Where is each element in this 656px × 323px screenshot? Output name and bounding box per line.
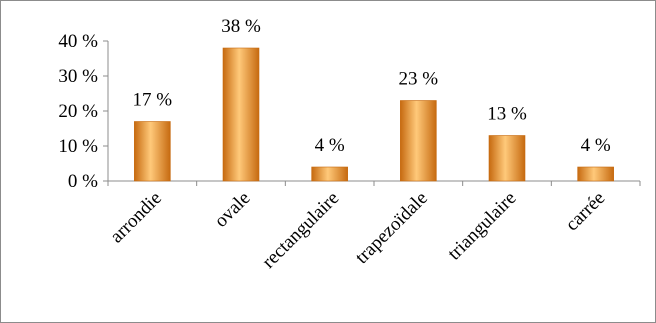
x-category-label: trapezoïdale	[351, 188, 431, 268]
bars	[134, 47, 614, 182]
y-tick-label: 10 %	[58, 136, 98, 157]
y-tick-label: 0 %	[68, 171, 98, 192]
axes	[103, 40, 641, 186]
bar-6	[577, 166, 614, 182]
data-label: 13 %	[487, 104, 527, 125]
x-category-label: arrondie	[106, 188, 166, 248]
bar-4	[400, 100, 437, 182]
y-tick-label: 20 %	[58, 101, 98, 122]
bar-2	[222, 47, 260, 182]
x-category-label: carrée	[562, 188, 610, 236]
data-label: 4 %	[581, 135, 611, 156]
y-tick-label: 40 %	[58, 31, 98, 52]
data-label: 23 %	[399, 69, 439, 90]
x-category-label: rectangulaire	[258, 188, 343, 273]
data-label: 4 %	[315, 135, 345, 156]
bar-5	[488, 135, 526, 182]
x-category-label: triangulaire	[444, 188, 521, 265]
bar-3	[311, 166, 348, 182]
y-tick-label: 30 %	[58, 66, 98, 87]
x-category-label: ovale	[211, 188, 255, 232]
bar-1	[134, 121, 171, 182]
data-label: 17 %	[133, 90, 173, 111]
data-label: 38 %	[221, 16, 261, 37]
